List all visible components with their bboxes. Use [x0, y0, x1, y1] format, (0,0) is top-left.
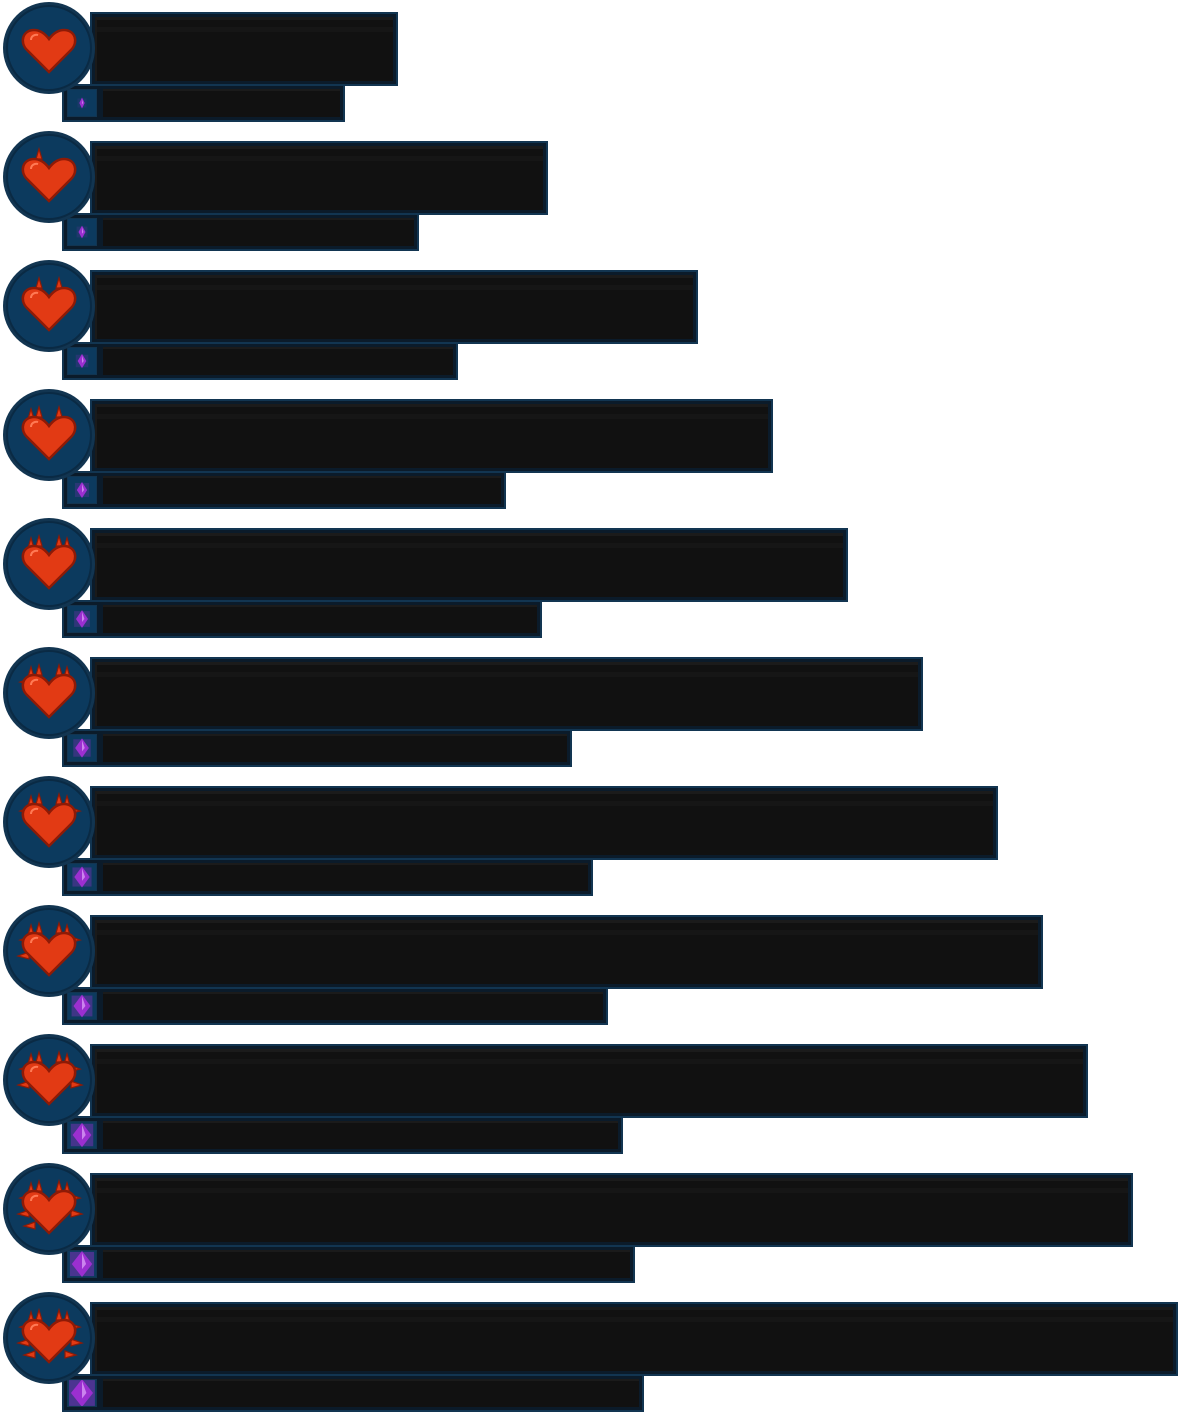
- status-bar-row-tier-9: [0, 1032, 1179, 1156]
- mana-bar: [62, 342, 458, 380]
- status-bar-row-tier-1: [0, 0, 1179, 124]
- status-bar-row-tier-11: [0, 1290, 1179, 1414]
- health-bar: [90, 270, 698, 344]
- heart-icon: [1, 1032, 101, 1132]
- mana-bar: [62, 213, 419, 251]
- mana-bar: [62, 471, 506, 509]
- heart-icon: [1, 774, 101, 874]
- mana-bar: [62, 987, 608, 1025]
- mana-bar: [62, 1374, 644, 1412]
- mana-bar-track: [103, 1121, 618, 1149]
- health-bar: [90, 1173, 1133, 1247]
- health-bar-track: [95, 146, 543, 210]
- mana-gem-icon: [67, 1379, 97, 1407]
- heart-icon: [1, 1290, 101, 1390]
- mana-bar: [62, 84, 345, 122]
- mana-gem-icon: [67, 476, 97, 504]
- heart-icon: [1, 387, 101, 487]
- health-bar: [90, 399, 773, 473]
- mana-bar-track: [103, 992, 603, 1020]
- health-bar: [90, 528, 848, 602]
- mana-gem-icon: [67, 734, 97, 762]
- health-bar: [90, 1302, 1178, 1376]
- mana-bar-track: [103, 347, 453, 375]
- status-bar-row-tier-10: [0, 1161, 1179, 1285]
- mana-gem-icon: [67, 1250, 97, 1278]
- mana-bar-track: [103, 605, 537, 633]
- heart-icon: [1, 0, 101, 100]
- mana-bar-track: [103, 863, 588, 891]
- heart-icon: [1, 516, 101, 616]
- mana-bar-track: [103, 218, 414, 246]
- health-bar: [90, 786, 998, 860]
- mana-bar: [62, 1245, 635, 1283]
- health-bar-track: [95, 1049, 1083, 1113]
- mana-bar: [62, 858, 593, 896]
- mana-bar-track: [103, 89, 340, 117]
- status-bar-row-tier-3: [0, 258, 1179, 382]
- mana-gem-icon: [67, 218, 97, 246]
- mana-bar-track: [103, 1379, 639, 1407]
- health-bar-track: [95, 404, 768, 468]
- status-bar-row-tier-2: [0, 129, 1179, 253]
- heart-icon: [1, 645, 101, 745]
- status-bar-row-tier-5: [0, 516, 1179, 640]
- health-bar: [90, 12, 398, 86]
- heart-icon: [1, 903, 101, 1003]
- mana-gem-icon: [67, 89, 97, 117]
- health-bar: [90, 657, 923, 731]
- status-bar-row-tier-8: [0, 903, 1179, 1027]
- health-bar-track: [95, 662, 918, 726]
- health-bar-track: [95, 275, 693, 339]
- mana-gem-icon: [67, 605, 97, 633]
- mana-gem-icon: [67, 347, 97, 375]
- mana-bar-track: [103, 734, 567, 762]
- mana-bar: [62, 729, 572, 767]
- mana-gem-icon: [67, 1121, 97, 1149]
- mana-bar: [62, 600, 542, 638]
- health-bar-track: [95, 920, 1038, 984]
- health-bar-track: [95, 791, 993, 855]
- health-bar-track: [95, 1178, 1128, 1242]
- health-bar-track: [95, 1307, 1173, 1371]
- mana-bar-track: [103, 476, 501, 504]
- health-bar: [90, 141, 548, 215]
- mana-gem-icon: [67, 863, 97, 891]
- mana-bar-track: [103, 1250, 630, 1278]
- health-bar-track: [95, 533, 843, 597]
- heart-icon: [1, 1161, 101, 1261]
- health-bar-track: [95, 17, 393, 81]
- status-bar-row-tier-7: [0, 774, 1179, 898]
- health-bar: [90, 915, 1043, 989]
- status-bar-row-tier-6: [0, 645, 1179, 769]
- mana-gem-icon: [67, 992, 97, 1020]
- mana-bar: [62, 1116, 623, 1154]
- heart-icon: [1, 258, 101, 358]
- heart-icon: [1, 129, 101, 229]
- status-bar-row-tier-4: [0, 387, 1179, 511]
- health-bar: [90, 1044, 1088, 1118]
